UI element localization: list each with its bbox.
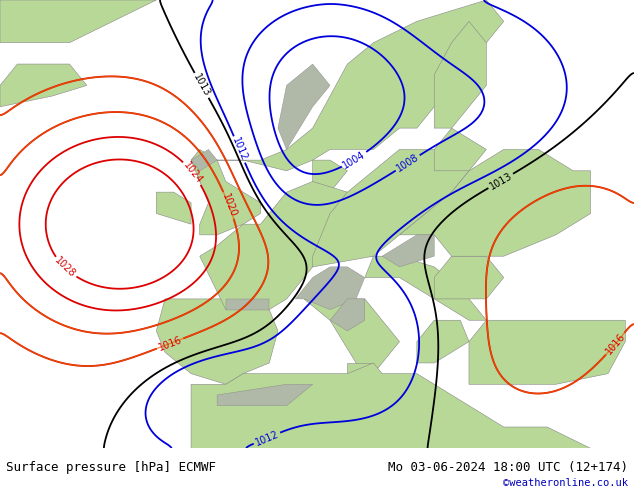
Polygon shape	[0, 0, 157, 43]
Polygon shape	[278, 64, 330, 149]
Polygon shape	[157, 192, 191, 224]
Polygon shape	[434, 128, 486, 171]
Text: 1016: 1016	[157, 335, 183, 353]
Polygon shape	[295, 267, 365, 310]
Text: Mo 03-06-2024 18:00 UTC (12+174): Mo 03-06-2024 18:00 UTC (12+174)	[387, 461, 628, 474]
Polygon shape	[313, 160, 347, 192]
Polygon shape	[226, 299, 269, 310]
Polygon shape	[399, 149, 591, 256]
Polygon shape	[191, 363, 591, 448]
Text: 1008: 1008	[395, 152, 421, 174]
Polygon shape	[191, 149, 261, 235]
Polygon shape	[200, 0, 504, 171]
Polygon shape	[0, 64, 87, 107]
Text: 1004: 1004	[341, 149, 368, 171]
Text: 1016: 1016	[604, 331, 627, 356]
Text: Surface pressure [hPa] ECMWF: Surface pressure [hPa] ECMWF	[6, 461, 216, 474]
Polygon shape	[382, 235, 434, 267]
Polygon shape	[304, 299, 399, 374]
Polygon shape	[313, 149, 469, 267]
Text: 1028: 1028	[53, 256, 77, 280]
Text: ©weatheronline.co.uk: ©weatheronline.co.uk	[503, 478, 628, 488]
Polygon shape	[365, 256, 486, 320]
Text: 1013: 1013	[488, 171, 514, 192]
Text: 1024: 1024	[181, 160, 204, 186]
Text: 1012: 1012	[254, 429, 280, 447]
Polygon shape	[434, 22, 486, 128]
Polygon shape	[217, 384, 313, 406]
Polygon shape	[330, 299, 365, 331]
Polygon shape	[347, 363, 373, 374]
Text: 1012: 1012	[230, 136, 249, 163]
Polygon shape	[417, 320, 469, 363]
Polygon shape	[157, 299, 278, 384]
Text: 1020: 1020	[220, 192, 238, 219]
Text: 1013: 1013	[191, 72, 212, 98]
Polygon shape	[469, 320, 625, 384]
Polygon shape	[200, 181, 373, 310]
Polygon shape	[191, 149, 217, 171]
Polygon shape	[434, 256, 504, 299]
